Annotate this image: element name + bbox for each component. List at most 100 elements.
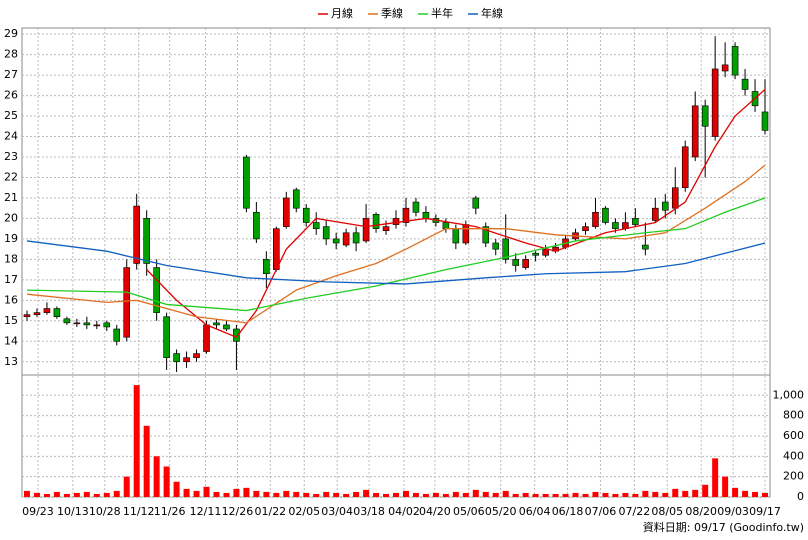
- candle-body: [392, 218, 400, 225]
- candle-body: [661, 201, 669, 211]
- legend-label: 月線: [331, 6, 353, 20]
- volume-bar: [393, 492, 399, 497]
- volume-bar: [143, 425, 150, 497]
- candle-body: [243, 156, 250, 209]
- candle-body: [681, 146, 689, 189]
- y-tick-label: 17: [4, 273, 18, 286]
- legend-label: 年線: [481, 6, 503, 20]
- volume-bar: [303, 492, 310, 497]
- y2-tick-label: 800: [783, 409, 804, 422]
- x-tick-label: 08/05: [651, 505, 683, 518]
- candle-body: [153, 267, 160, 313]
- candle-body: [691, 105, 699, 158]
- volume-bar: [283, 490, 290, 497]
- volume-bar: [712, 458, 719, 497]
- candle-body: [103, 322, 111, 328]
- candle-body: [253, 211, 260, 240]
- volume-bar: [682, 490, 689, 497]
- y-tick-label: 24: [4, 130, 18, 143]
- x-tick-label: 03/04: [321, 505, 353, 518]
- volume-bar: [363, 489, 370, 497]
- volume-bar: [63, 493, 70, 497]
- y2-tick-label: 0: [797, 490, 804, 503]
- volume-bar: [622, 492, 629, 497]
- candle-body: [33, 312, 41, 315]
- x-tick-label: 02/05: [288, 505, 320, 518]
- volume-bar: [532, 493, 539, 497]
- volume-bar: [243, 487, 250, 497]
- volume-bar: [472, 489, 479, 497]
- candle-body: [671, 187, 679, 209]
- volume-bar: [642, 490, 649, 497]
- volume-bar: [552, 493, 559, 497]
- volume-bar: [233, 488, 240, 497]
- volume-bar: [353, 491, 360, 497]
- volume-bar: [612, 493, 619, 497]
- candle-body: [412, 201, 420, 213]
- candle-body: [322, 226, 330, 240]
- candle-body: [592, 211, 599, 227]
- y-tick-label: 29: [4, 27, 18, 40]
- volume-bar: [83, 491, 90, 497]
- candle-body: [133, 205, 140, 264]
- volume-bar: [93, 493, 100, 497]
- candle-body: [143, 218, 150, 264]
- candle-body: [741, 78, 749, 90]
- volume-bar: [512, 493, 519, 497]
- candle-body: [292, 189, 300, 209]
- ma-line: [26, 197, 766, 312]
- volume-bar: [702, 484, 709, 497]
- volume-bar: [23, 490, 30, 497]
- volume-bar: [402, 490, 409, 497]
- candle-body: [761, 111, 769, 131]
- candle-body: [193, 353, 200, 358]
- volume-bar: [123, 476, 130, 497]
- x-tick-label: 06/18: [552, 505, 584, 518]
- candle-body: [23, 314, 31, 318]
- volume-bar: [253, 490, 260, 497]
- volume-bar: [412, 492, 419, 497]
- volume-bar: [203, 486, 210, 497]
- volume-bar: [652, 491, 659, 497]
- candle-body: [422, 211, 430, 219]
- candle-body: [721, 64, 729, 72]
- x-tick-label: 11/12: [123, 505, 155, 518]
- volume-bar: [452, 491, 459, 497]
- candle-body: [402, 207, 410, 223]
- candle-body: [273, 228, 280, 270]
- volume-bar: [103, 492, 110, 497]
- candle-body: [283, 197, 290, 227]
- volume-bar: [632, 493, 639, 497]
- volume-bar: [133, 385, 140, 497]
- volume-bar: [672, 488, 679, 497]
- candle-body: [642, 244, 649, 250]
- candle-body: [93, 324, 101, 327]
- volume-bar: [273, 492, 280, 497]
- y-tick-label: 18: [4, 252, 18, 265]
- volume-bar: [43, 493, 50, 497]
- candle-body: [263, 259, 270, 275]
- x-tick-label: 04/20: [419, 505, 451, 518]
- volume-bar: [33, 492, 40, 497]
- x-tick-label: 05/20: [485, 505, 517, 518]
- candle-body: [73, 322, 81, 325]
- x-tick-label: 10/13: [57, 505, 89, 518]
- footer: 資料日期: 09/17 (Goodinfo.tw): [643, 520, 804, 534]
- volume-bar: [602, 492, 609, 497]
- volume-bar: [442, 493, 449, 497]
- candle-body: [462, 224, 470, 244]
- volume-bar: [173, 481, 180, 497]
- candle-body: [542, 248, 549, 256]
- candle-body: [472, 197, 480, 209]
- x-tick-label: 04/02: [388, 505, 420, 518]
- candle-body: [492, 242, 500, 250]
- candle-body: [53, 308, 61, 318]
- candle-body: [362, 218, 370, 242]
- candle-body: [312, 222, 320, 229]
- candle-body: [203, 324, 210, 352]
- volume-bar: [163, 466, 170, 497]
- candle-body: [701, 105, 709, 127]
- y-tick-label: 15: [4, 314, 18, 327]
- candle-body: [482, 226, 490, 244]
